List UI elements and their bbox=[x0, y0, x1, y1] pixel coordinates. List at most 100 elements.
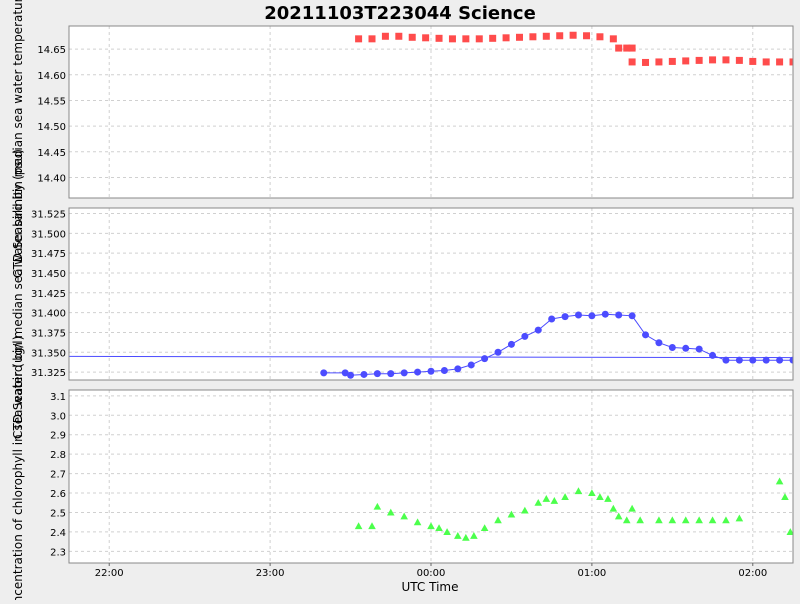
y-tick-label: 31.375 bbox=[31, 328, 66, 339]
data-point bbox=[588, 489, 596, 497]
data-point bbox=[480, 524, 489, 532]
data-point bbox=[400, 512, 408, 520]
data-point bbox=[642, 58, 650, 66]
y-axis-label: CTD Seabird bin median sea water tempera… bbox=[11, 0, 25, 278]
salinity-panel: 31.325 31.350 31.375 31.400 31.425 31.450 31.4… bbox=[11, 149, 794, 439]
data-point bbox=[435, 524, 443, 532]
data-point bbox=[775, 477, 784, 485]
data-point bbox=[668, 516, 677, 524]
data-point bbox=[642, 331, 650, 339]
data-point bbox=[413, 518, 422, 526]
data-point bbox=[628, 44, 636, 52]
data-point bbox=[655, 516, 663, 524]
data-point bbox=[596, 493, 604, 500]
data-point bbox=[507, 510, 516, 518]
data-point bbox=[789, 356, 793, 364]
data-point bbox=[360, 370, 368, 378]
data-point bbox=[515, 33, 523, 41]
data-point bbox=[628, 504, 636, 512]
data-point bbox=[655, 58, 663, 66]
data-point bbox=[681, 516, 690, 524]
data-point bbox=[561, 493, 569, 500]
data-point bbox=[521, 506, 529, 514]
data-point bbox=[749, 356, 757, 364]
data-point bbox=[722, 56, 730, 64]
data-point bbox=[762, 356, 770, 364]
x-tick-labels: 22:0023:0000:0001:0002:0003:0004:0005:00… bbox=[95, 563, 767, 579]
data-point bbox=[583, 32, 591, 40]
data-point bbox=[789, 58, 793, 66]
x-tick-label: 23:00 bbox=[256, 568, 285, 579]
data-point bbox=[341, 369, 349, 377]
data-point bbox=[574, 487, 583, 495]
data-point bbox=[781, 493, 789, 500]
data-point bbox=[373, 370, 381, 378]
data-point bbox=[628, 58, 636, 66]
data-point bbox=[695, 516, 703, 524]
data-point bbox=[655, 339, 663, 347]
plot-border bbox=[68, 207, 794, 381]
data-point bbox=[695, 56, 703, 64]
data-point bbox=[408, 33, 416, 41]
y-tick-label: 31.425 bbox=[31, 289, 66, 300]
plot-border bbox=[68, 25, 794, 199]
data-point bbox=[387, 370, 395, 378]
y-tick-label: 31.450 bbox=[31, 269, 66, 280]
y-tick-label: 14.50 bbox=[37, 122, 66, 133]
y-tick-label: 14.55 bbox=[37, 96, 66, 107]
data-point bbox=[386, 508, 395, 516]
data-point bbox=[622, 516, 631, 524]
chlorophyll-panel: 2.3 2.4 2.5 2.6 2.7 2.8 2.9 3.0 3.1 concentration… bbox=[11, 336, 794, 604]
y-tick-label: 3.1 bbox=[50, 392, 66, 403]
y-tick-label: 2.9 bbox=[50, 431, 66, 442]
data-point bbox=[470, 531, 478, 539]
data-point bbox=[668, 57, 676, 65]
data-point bbox=[735, 514, 744, 522]
data-point bbox=[735, 356, 743, 364]
data-point bbox=[368, 522, 376, 530]
data-point bbox=[507, 340, 515, 348]
y-axis-label: concentration of chlorophyll in sea wate… bbox=[11, 336, 25, 600]
data-point bbox=[454, 531, 462, 539]
data-point bbox=[550, 496, 559, 504]
data-point bbox=[427, 522, 435, 530]
y-tick-label: 2.5 bbox=[50, 508, 66, 519]
data-point bbox=[628, 312, 636, 320]
data-point bbox=[534, 498, 543, 506]
data-point bbox=[475, 35, 483, 43]
data-point bbox=[443, 528, 451, 535]
y-tick-label: 2.8 bbox=[50, 450, 66, 461]
data-point bbox=[320, 369, 328, 377]
x-tick-label: 00:00 bbox=[417, 568, 446, 579]
data-point bbox=[615, 44, 623, 52]
data-point bbox=[462, 533, 470, 541]
y-tick-label: 2.7 bbox=[50, 470, 66, 481]
data-point bbox=[695, 345, 703, 353]
y-tick-label: 14.40 bbox=[37, 173, 66, 184]
y-tick-label: 31.325 bbox=[31, 368, 66, 379]
data-point bbox=[529, 33, 537, 41]
series-temperature bbox=[355, 31, 793, 66]
data-point bbox=[534, 326, 542, 334]
data-point bbox=[561, 313, 569, 321]
data-point bbox=[440, 366, 448, 374]
data-point bbox=[574, 311, 582, 319]
y-tick-label: 31.525 bbox=[31, 210, 66, 221]
data-point bbox=[481, 355, 489, 363]
data-point bbox=[435, 34, 443, 42]
data-point bbox=[467, 361, 475, 369]
data-point bbox=[604, 495, 612, 502]
data-point bbox=[708, 516, 717, 524]
data-point bbox=[448, 35, 456, 43]
data-point bbox=[462, 35, 470, 43]
chart-title: 20211103T223044 Science bbox=[264, 3, 536, 24]
x-tick-label: 02:00 bbox=[738, 568, 767, 579]
data-point bbox=[395, 32, 403, 40]
data-point bbox=[776, 58, 784, 66]
data-point bbox=[489, 34, 497, 42]
data-point bbox=[636, 516, 644, 524]
data-point bbox=[548, 315, 556, 323]
data-point bbox=[569, 31, 577, 39]
